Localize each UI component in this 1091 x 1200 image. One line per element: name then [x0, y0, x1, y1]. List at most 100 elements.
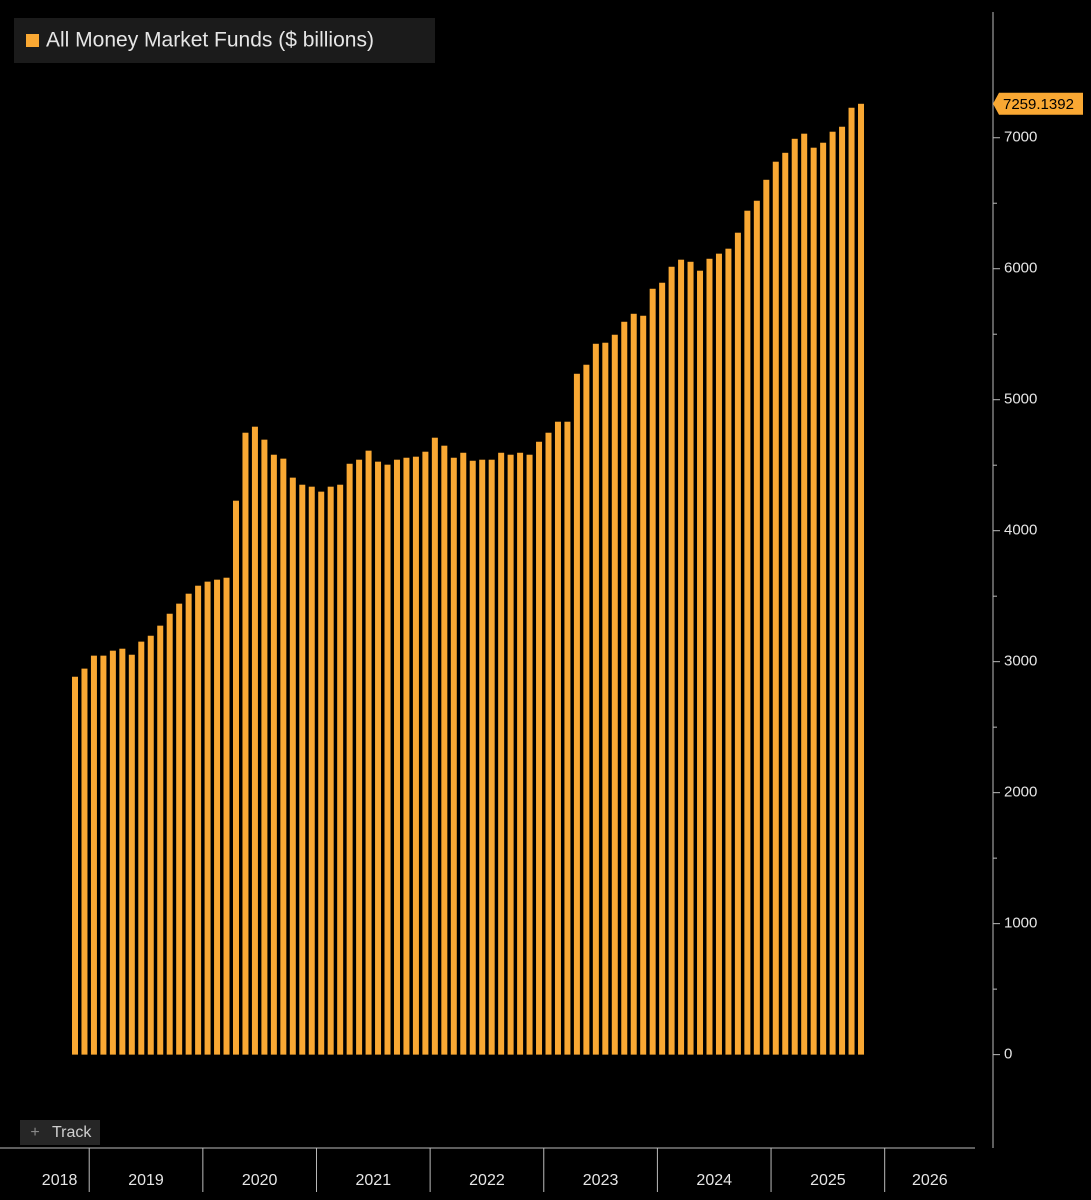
bar	[119, 648, 126, 1055]
bar	[858, 103, 865, 1055]
bar	[611, 334, 618, 1055]
y-tick-label: 5000	[1004, 391, 1037, 408]
legend-label: All Money Market Funds ($ billions)	[46, 29, 374, 52]
bar	[318, 491, 325, 1055]
bar	[242, 432, 249, 1055]
bar	[498, 452, 505, 1055]
bar	[289, 477, 296, 1055]
bar	[375, 461, 382, 1055]
bar	[649, 288, 656, 1055]
bar	[763, 179, 770, 1055]
bar	[668, 266, 675, 1055]
legend-swatch	[26, 34, 39, 47]
bar	[337, 484, 344, 1055]
bar	[308, 486, 315, 1055]
bar	[100, 655, 107, 1055]
bar	[791, 138, 798, 1055]
track-icon: +	[30, 1124, 39, 1141]
bar	[848, 107, 855, 1055]
bar	[460, 452, 467, 1055]
y-tick-label: 0	[1004, 1046, 1012, 1063]
bar	[166, 613, 173, 1055]
bar	[706, 258, 713, 1055]
bar	[592, 343, 599, 1055]
track-button-box[interactable]	[20, 1120, 100, 1145]
track-label[interactable]: Track	[52, 1124, 92, 1141]
bar	[176, 603, 183, 1055]
bar	[412, 456, 419, 1055]
bar	[517, 452, 524, 1055]
x-tick-label: 2024	[696, 1172, 732, 1189]
bar	[772, 161, 779, 1055]
bar	[365, 450, 372, 1055]
bar	[280, 458, 287, 1055]
bar	[403, 457, 410, 1055]
bar	[90, 655, 97, 1055]
bar	[640, 315, 647, 1055]
legend-box	[14, 18, 435, 63]
bar	[393, 459, 400, 1055]
bar	[715, 253, 722, 1055]
bar	[526, 454, 533, 1055]
bar	[734, 232, 741, 1055]
bar	[744, 210, 751, 1055]
x-tick-label: 2021	[356, 1172, 392, 1189]
bar	[810, 147, 817, 1055]
bar	[829, 131, 836, 1055]
bar	[356, 459, 363, 1055]
bar	[299, 484, 306, 1055]
bar	[630, 313, 637, 1055]
bar	[223, 577, 230, 1055]
bar	[214, 579, 221, 1055]
last-value-label: 7259.1392	[1003, 96, 1074, 113]
bar	[384, 464, 391, 1055]
x-tick-label: 2025	[810, 1172, 846, 1189]
bar	[678, 259, 685, 1055]
bar	[441, 445, 448, 1055]
bar	[422, 451, 429, 1055]
bar	[185, 593, 192, 1055]
y-tick-label: 4000	[1004, 522, 1037, 539]
bar	[659, 282, 666, 1055]
track-button[interactable]: + Track	[20, 1120, 100, 1145]
bar	[536, 441, 543, 1055]
legend: All Money Market Funds ($ billions)	[14, 18, 435, 63]
x-tick-label: 2023	[583, 1172, 619, 1189]
bar	[469, 460, 476, 1055]
bar	[270, 454, 277, 1055]
bar	[488, 459, 495, 1055]
bar	[697, 270, 704, 1055]
bar	[327, 486, 334, 1055]
bar	[782, 152, 789, 1055]
bar	[138, 641, 145, 1055]
y-tick-label: 6000	[1004, 260, 1037, 277]
bar	[195, 585, 202, 1055]
bar	[554, 421, 561, 1055]
bar	[261, 439, 268, 1055]
bar	[157, 625, 164, 1055]
bar	[431, 437, 438, 1055]
bar	[450, 457, 457, 1055]
bar	[801, 133, 808, 1055]
bar	[232, 500, 239, 1055]
x-tick-label: 2026	[912, 1172, 948, 1189]
bar	[72, 676, 78, 1055]
bar	[545, 432, 552, 1055]
bar	[621, 321, 628, 1055]
bar	[479, 459, 486, 1055]
bar	[583, 364, 590, 1055]
bar	[147, 635, 154, 1055]
bar	[839, 126, 846, 1055]
bar	[602, 342, 609, 1055]
bar	[109, 650, 116, 1055]
x-tick-label: 2022	[469, 1172, 505, 1189]
x-tick-label: 2020	[242, 1172, 278, 1189]
last-value-tag	[993, 92, 1083, 115]
bar	[128, 654, 135, 1055]
y-tick-label: 3000	[1004, 653, 1037, 670]
bar	[725, 248, 732, 1055]
bar	[507, 454, 514, 1055]
bar	[687, 261, 694, 1055]
y-tick-label: 1000	[1004, 915, 1037, 932]
